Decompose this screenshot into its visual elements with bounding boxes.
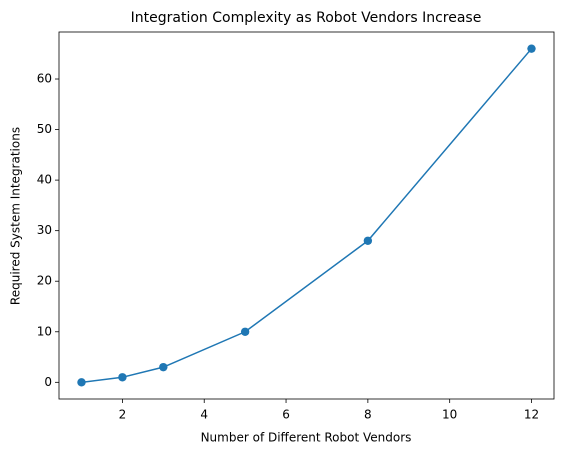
y-tick-label: 0 bbox=[44, 375, 52, 389]
x-tick-label: 6 bbox=[282, 408, 290, 422]
y-tick-label: 10 bbox=[37, 324, 52, 338]
y-tick-label: 50 bbox=[37, 122, 52, 136]
line bbox=[81, 48, 533, 384]
point bbox=[118, 373, 127, 382]
point bbox=[363, 236, 373, 245]
x-tick-label: 8 bbox=[364, 408, 372, 422]
y-axis-label: Required System Integrations bbox=[9, 127, 23, 305]
y-tick-label: 40 bbox=[37, 173, 52, 187]
point bbox=[240, 327, 250, 336]
y-tick-label: 20 bbox=[37, 274, 52, 288]
x-tick-label: 12 bbox=[524, 408, 539, 422]
x-tick-label: 10 bbox=[442, 408, 457, 422]
point bbox=[77, 378, 86, 387]
x-axis-label: Number of Different Robot Vendors bbox=[201, 431, 412, 445]
plot-frame bbox=[58, 31, 555, 400]
chart-title: Integration Complexity as Robot Vendors … bbox=[131, 10, 482, 26]
point bbox=[527, 44, 536, 53]
x-tick-label: 2 bbox=[119, 408, 127, 422]
x-tick-label: 4 bbox=[200, 408, 208, 422]
y-tick-label: 30 bbox=[37, 223, 52, 237]
y-tick-label: 60 bbox=[37, 72, 52, 86]
point bbox=[159, 362, 168, 372]
